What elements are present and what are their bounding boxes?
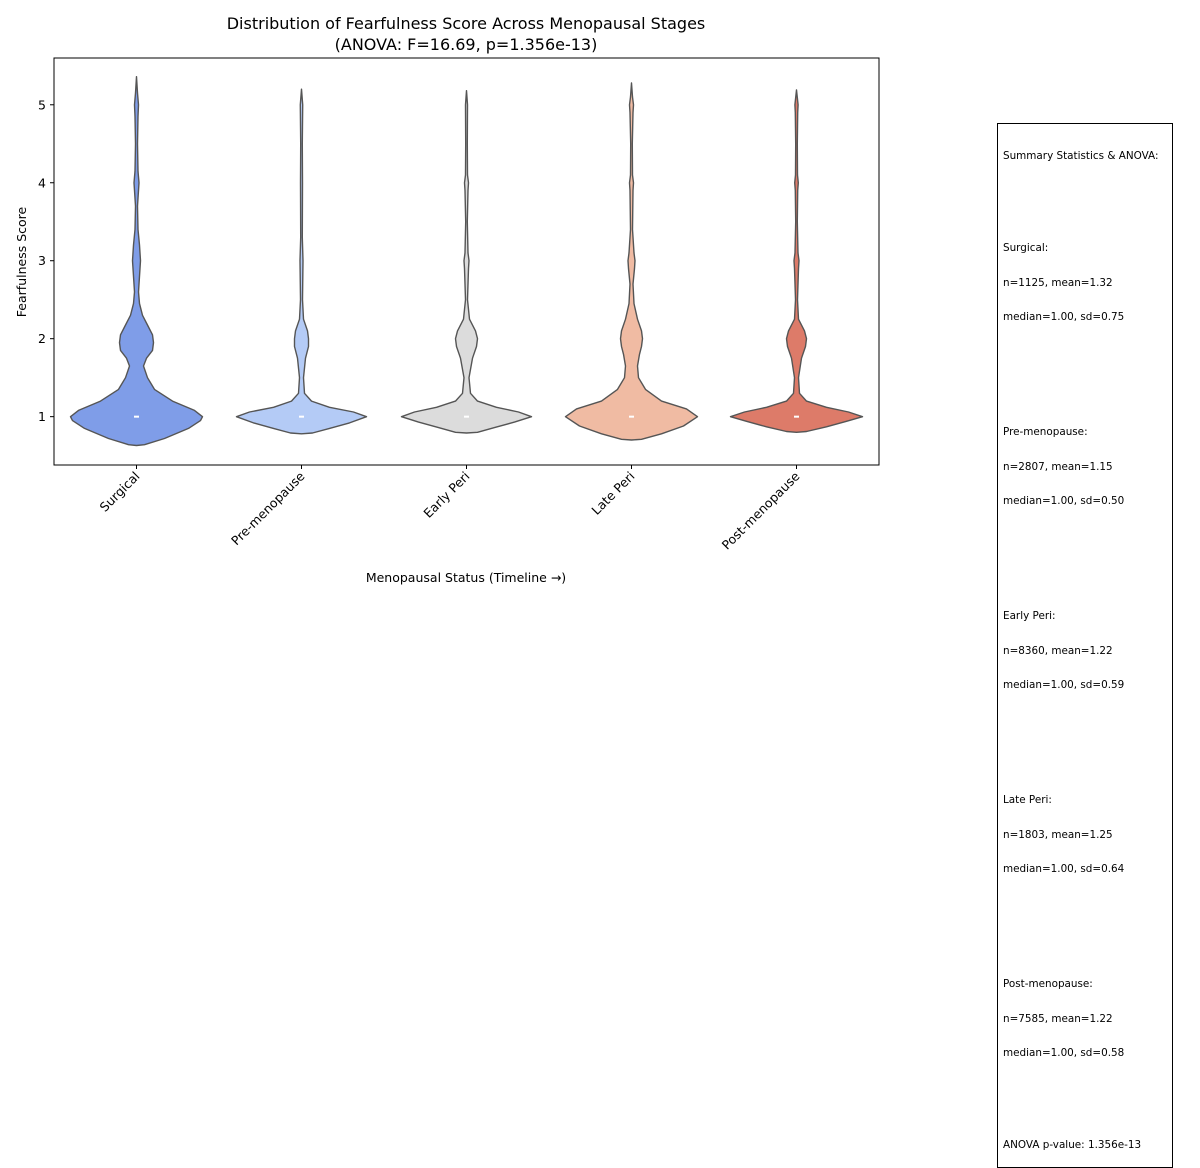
- violin-early-peri: [400, 90, 533, 434]
- stats-group-line: median=1.00, sd=0.75: [1003, 311, 1125, 323]
- stats-group-name: Surgical:: [1003, 242, 1049, 254]
- stats-group-line: n=1125, mean=1.32: [1003, 276, 1113, 289]
- x-axis: Surgical Pre-menopause Early Peri Late Peri…: [97, 465, 803, 553]
- y-tick-label: 1: [38, 409, 46, 424]
- stats-group-line: median=1.00, sd=0.64: [1003, 863, 1125, 875]
- x-axis-label: Menopausal Status (Timeline →): [366, 570, 566, 585]
- stats-header: Summary Statistics & ANOVA:: [1003, 150, 1159, 162]
- y-axis: 1 2 3 4 5: [38, 97, 54, 424]
- violin-surgical: [69, 76, 204, 447]
- stats-group-name: Post-menopause:: [1003, 978, 1093, 990]
- stats-group-early-peri: Early Peri: n=8360, mean=1.22 median=1.0…: [1003, 588, 1167, 715]
- violin-layer: [69, 76, 864, 447]
- y-tick-label: 2: [38, 331, 46, 346]
- stats-group-line: n=8360, mean=1.22: [1003, 644, 1113, 657]
- y-axis-label: Fearfulness Score: [14, 206, 29, 317]
- violin-post-menopause: [729, 89, 864, 433]
- stats-group-late-peri: Late Peri: n=1803, mean=1.25 median=1.00…: [1003, 772, 1167, 899]
- stats-group-line: median=1.00, sd=0.50: [1003, 495, 1125, 507]
- violin-pre-menopause: [235, 88, 368, 435]
- stats-group-line: n=7585, mean=1.22: [1003, 1012, 1113, 1025]
- violin-chart: Distribution of Fearfulness Score Across…: [14, 14, 880, 585]
- stats-group-name: Pre-menopause:: [1003, 426, 1088, 438]
- chart-subtitle: (ANOVA: F=16.69, p=1.356e-13): [335, 35, 598, 54]
- y-tick-label: 5: [38, 97, 46, 112]
- stats-group-pre-menopause: Pre-menopause: n=2807, mean=1.15 median=…: [1003, 404, 1167, 531]
- y-tick-label: 3: [38, 253, 46, 268]
- stats-group-line: median=1.00, sd=0.59: [1003, 679, 1125, 691]
- stats-group-line: n=2807, mean=1.15: [1003, 460, 1113, 473]
- stats-group-name: Late Peri:: [1003, 794, 1052, 806]
- stats-group-name: Early Peri:: [1003, 610, 1056, 622]
- y-tick-label: 4: [38, 175, 46, 190]
- x-tick-label-post-menopause: Post-menopause: [719, 468, 803, 552]
- stats-group-line: n=1803, mean=1.25: [1003, 828, 1113, 841]
- stats-group-post-menopause: Post-menopause: n=7585, mean=1.22 median…: [1003, 956, 1167, 1083]
- stats-group-surgical: Surgical: n=1125, mean=1.32 median=1.00,…: [1003, 220, 1167, 347]
- x-tick-label-early-peri: Early Peri: [420, 469, 472, 521]
- summary-statistics-box: Summary Statistics & ANOVA: Surgical: n=…: [997, 123, 1173, 1168]
- violin-late-peri: [564, 82, 699, 441]
- x-tick-label-pre-menopause: Pre-menopause: [228, 468, 308, 548]
- x-tick-label-surgical: Surgical: [97, 469, 143, 515]
- chart-title: Distribution of Fearfulness Score Across…: [227, 14, 706, 33]
- stats-group-line: median=1.00, sd=0.58: [1003, 1047, 1125, 1059]
- stats-footer: ANOVA p-value: 1.356e-13: [1003, 1139, 1142, 1151]
- x-tick-label-late-peri: Late Peri: [588, 469, 637, 518]
